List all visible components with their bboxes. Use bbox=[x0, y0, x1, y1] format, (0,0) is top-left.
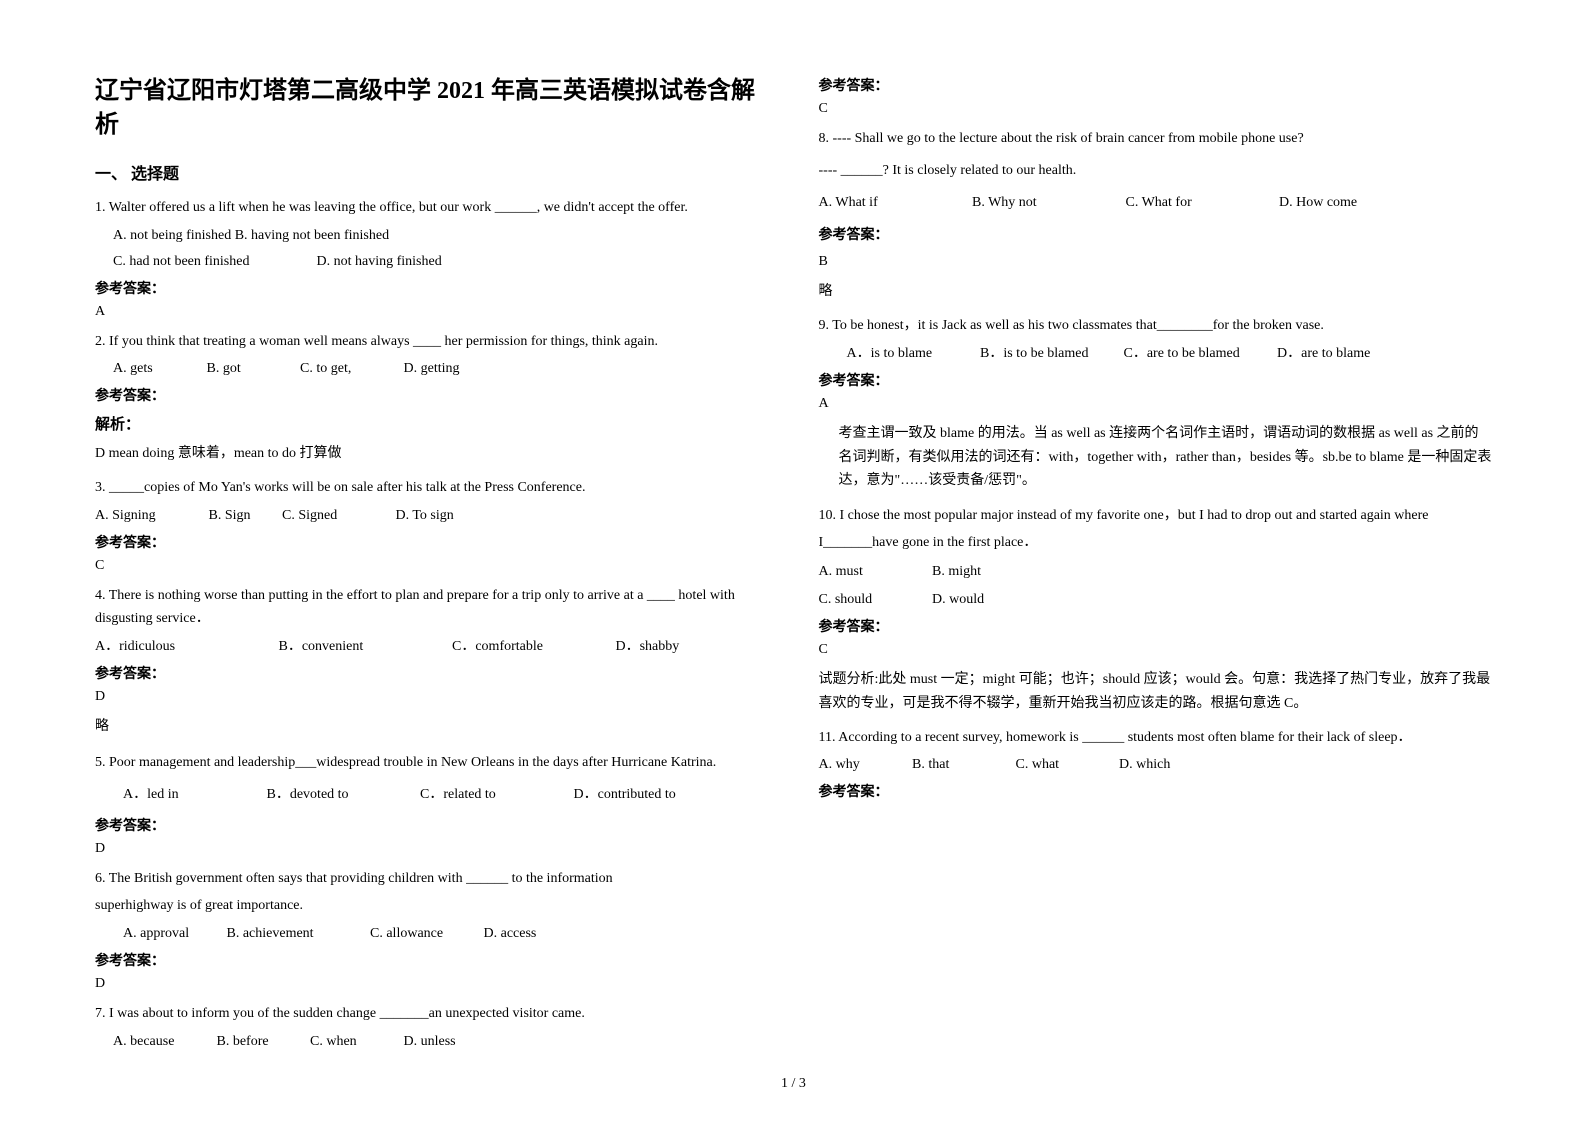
q10-stem: 10. I chose the most popular major inste… bbox=[819, 503, 1493, 556]
q5-optB: B．devoted to bbox=[267, 783, 417, 807]
q2-optC: C. to get, bbox=[300, 357, 400, 381]
q2-options: A. gets B. got C. to get, D. getting bbox=[95, 357, 769, 381]
q5-optA: A．led in bbox=[123, 783, 263, 807]
q1-optC: C. had not been finished bbox=[113, 250, 313, 274]
q9-stem: 9. To be honest，it is Jack as well as hi… bbox=[819, 314, 1493, 338]
q7-options: A. because B. before C. when D. unless bbox=[95, 1030, 769, 1054]
q1-options-row2: C. had not been finished D. not having f… bbox=[95, 250, 769, 274]
section-1-header: 一、 选择题 bbox=[95, 160, 769, 184]
q11-optB: B. that bbox=[912, 753, 1012, 777]
q1-optA: A. not being finished bbox=[113, 228, 231, 243]
q2-answer: D mean doing 意味着，mean to do 打算做 bbox=[95, 442, 769, 466]
q7-optD: D. unless bbox=[404, 1034, 456, 1049]
q5-answer: D bbox=[95, 841, 769, 857]
q3-answer: C bbox=[95, 558, 769, 574]
q5-options: A．led in B．devoted to C．related to D．con… bbox=[95, 783, 769, 807]
q11-optA: A. why bbox=[819, 753, 909, 777]
q8-stem1: 8. ---- Shall we go to the lecture about… bbox=[819, 127, 1493, 151]
q4-options: A．ridiculous B．convenient C．comfortable … bbox=[95, 635, 769, 659]
q9-optC: C．are to be blamed bbox=[1124, 342, 1274, 366]
q9-optB: B．is to be blamed bbox=[980, 342, 1120, 366]
q3-optC: C. Signed bbox=[282, 504, 392, 528]
q6-optD: D. access bbox=[484, 926, 537, 941]
q10-optD: D. would bbox=[932, 592, 984, 607]
q7-stem: 7. I was about to inform you of the sudd… bbox=[95, 1002, 769, 1026]
exam-title: 辽宁省辽阳市灯塔第二高级中学 2021 年高三英语模拟试卷含解析 bbox=[95, 75, 769, 142]
q1-options-row1: A. not being finished B. having not been… bbox=[95, 224, 769, 248]
q10-explanation: 试题分析:此处 must 一定；might 可能；也许；should 应该；wo… bbox=[819, 668, 1493, 716]
q8-optA: A. What if bbox=[819, 191, 969, 215]
q4-optA: A．ridiculous bbox=[95, 635, 275, 659]
q10-optA: A. must bbox=[819, 560, 929, 584]
q7-optA: A. because bbox=[113, 1030, 213, 1054]
q5-optC: C．related to bbox=[420, 783, 570, 807]
q2-optD: D. getting bbox=[404, 361, 460, 376]
q8-optB: B. Why not bbox=[972, 191, 1122, 215]
q10-optC: C. should bbox=[819, 588, 929, 612]
q7-optB: B. before bbox=[217, 1030, 307, 1054]
q9-answer-label: 参考答案： bbox=[819, 370, 1493, 390]
q1-optB: B. having not been finished bbox=[235, 228, 389, 243]
q8-stem2: ---- ______? It is closely related to ou… bbox=[819, 159, 1493, 183]
q1-stem: 1. Walter offered us a lift when he was … bbox=[95, 196, 769, 220]
q9-optA: A．is to blame bbox=[847, 342, 977, 366]
q4-optD: D．shabby bbox=[616, 639, 680, 654]
q8-optC: C. What for bbox=[1126, 191, 1276, 215]
q11-answer-label: 参考答案： bbox=[819, 781, 1493, 801]
q9-optD: D．are to blame bbox=[1277, 346, 1370, 361]
q11-stem: 11. According to a recent survey, homewo… bbox=[819, 726, 1493, 750]
q9-options: A．is to blame B．is to be blamed C．are to… bbox=[819, 342, 1493, 366]
q10-options-row1: A. must B. might bbox=[819, 560, 1493, 584]
q2-answer-label: 参考答案： bbox=[95, 385, 769, 405]
q4-answer-label: 参考答案： bbox=[95, 663, 769, 683]
q10-options-row2: C. should D. would bbox=[819, 588, 1493, 612]
q4-answer: D bbox=[95, 689, 769, 705]
q8-options: A. What if B. Why not C. What for D. How… bbox=[819, 191, 1493, 215]
q3-optD: D. To sign bbox=[396, 508, 454, 523]
q5-stem: 5. Poor management and leadership___wide… bbox=[95, 749, 769, 777]
q11-options: A. why B. that C. what D. which bbox=[819, 753, 1493, 777]
q6-optA: A. approval bbox=[123, 922, 223, 946]
q5-optD: D．contributed to bbox=[574, 787, 676, 802]
q9-explanation: 考查主谓一致及 blame 的用法。当 as well as 连接两个名词作主语… bbox=[819, 422, 1493, 493]
q8-explanation: 略 bbox=[819, 280, 1493, 304]
q8-answer-label: 参考答案： bbox=[819, 224, 1493, 244]
q3-stem: 3. _____copies of Mo Yan's works will be… bbox=[95, 476, 769, 500]
q4-optB: B．convenient bbox=[279, 635, 449, 659]
q4-explanation: 略 bbox=[95, 715, 769, 739]
q6-stem-part1: 6. The British government often says tha… bbox=[95, 867, 769, 891]
q2-explanation-label: 解析： bbox=[95, 413, 769, 434]
q7-answer-label: 参考答案： bbox=[819, 75, 1493, 95]
q6-stem-part2: superhighway is of great importance. bbox=[95, 894, 769, 918]
q10-answer: C bbox=[819, 642, 1493, 658]
q6-optC: C. allowance bbox=[370, 922, 480, 946]
q2-optA: A. gets bbox=[113, 357, 203, 381]
q2-optB: B. got bbox=[207, 357, 297, 381]
q6-optB: B. achievement bbox=[227, 922, 367, 946]
q9-answer: A bbox=[819, 396, 1493, 412]
q3-answer-label: 参考答案： bbox=[95, 532, 769, 552]
q10-optB: B. might bbox=[932, 564, 981, 579]
page-footer: 1 / 3 bbox=[0, 1076, 1587, 1092]
q3-optA: A. Signing bbox=[95, 504, 205, 528]
q1-answer: A bbox=[95, 304, 769, 320]
q6-options: A. approval B. achievement C. allowance … bbox=[95, 922, 769, 946]
q6-answer-label: 参考答案： bbox=[95, 950, 769, 970]
q5-answer-label: 参考答案： bbox=[95, 815, 769, 835]
q4-stem: 4. There is nothing worse than putting i… bbox=[95, 584, 769, 632]
q7-answer: C bbox=[819, 101, 1493, 117]
q8-optD: D. How come bbox=[1279, 195, 1357, 210]
q8-answer: B bbox=[819, 254, 1493, 270]
q3-options: A. Signing B. Sign C. Signed D. To sign bbox=[95, 504, 769, 528]
q1-answer-label: 参考答案： bbox=[95, 278, 769, 298]
q7-optC: C. when bbox=[310, 1030, 400, 1054]
q4-optC: C．comfortable bbox=[452, 635, 612, 659]
q1-optD: D. not having finished bbox=[317, 254, 442, 269]
q6-answer: D bbox=[95, 976, 769, 992]
q11-optC: C. what bbox=[1016, 753, 1116, 777]
q3-optB: B. Sign bbox=[209, 504, 279, 528]
q2-stem: 2. If you think that treating a woman we… bbox=[95, 330, 769, 354]
q11-optD: D. which bbox=[1119, 757, 1170, 772]
q10-answer-label: 参考答案： bbox=[819, 616, 1493, 636]
